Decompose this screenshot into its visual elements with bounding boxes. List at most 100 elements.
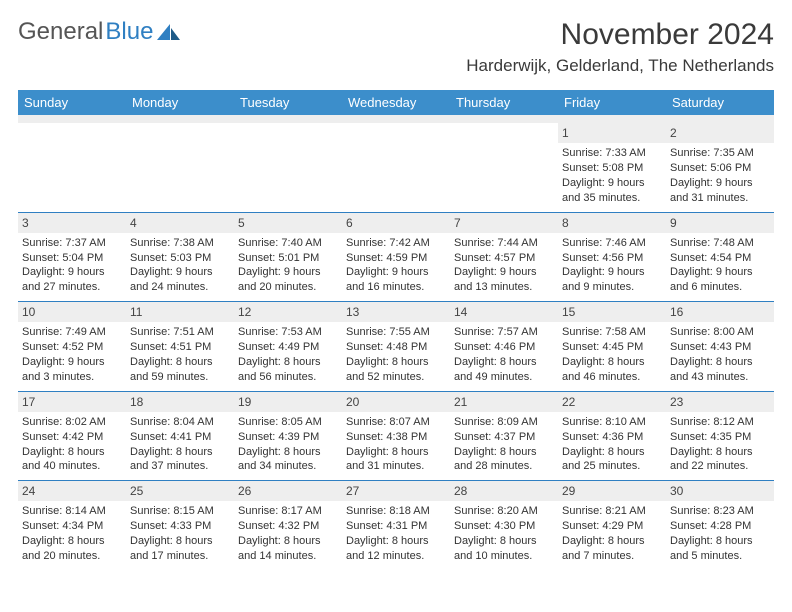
daylight-text: Daylight: 9 hours bbox=[22, 265, 122, 280]
sunset-text: Sunset: 4:37 PM bbox=[454, 430, 554, 445]
sunrise-text: Sunrise: 8:10 AM bbox=[562, 415, 662, 430]
day-number: 21 bbox=[450, 392, 558, 412]
daylight-text: Daylight: 9 hours bbox=[238, 265, 338, 280]
sunrise-text: Sunrise: 7:38 AM bbox=[130, 236, 230, 251]
day-cell: 24Sunrise: 8:14 AMSunset: 4:34 PMDayligh… bbox=[18, 481, 126, 570]
day-cell: 7Sunrise: 7:44 AMSunset: 4:57 PMDaylight… bbox=[450, 213, 558, 302]
sunset-text: Sunset: 4:36 PM bbox=[562, 430, 662, 445]
sunrise-text: Sunrise: 8:05 AM bbox=[238, 415, 338, 430]
daylight-text: Daylight: 9 hours bbox=[670, 265, 770, 280]
sunrise-text: Sunrise: 8:04 AM bbox=[130, 415, 230, 430]
day-number: 7 bbox=[450, 213, 558, 233]
brand-logo: GeneralBlue bbox=[18, 18, 181, 46]
day-cell: 27Sunrise: 8:18 AMSunset: 4:31 PMDayligh… bbox=[342, 481, 450, 570]
header: GeneralBlue November 2024 Harderwijk, Ge… bbox=[18, 18, 774, 76]
sunset-text: Sunset: 4:46 PM bbox=[454, 340, 554, 355]
daylight-text: and 43 minutes. bbox=[670, 370, 770, 385]
daylight-text: and 40 minutes. bbox=[22, 459, 122, 474]
daylight-text: and 6 minutes. bbox=[670, 280, 770, 295]
daylight-text: and 52 minutes. bbox=[346, 370, 446, 385]
day-number: 30 bbox=[666, 481, 774, 501]
daylight-text: Daylight: 8 hours bbox=[670, 445, 770, 460]
day-number: 23 bbox=[666, 392, 774, 412]
sunset-text: Sunset: 5:08 PM bbox=[562, 161, 662, 176]
sunrise-text: Sunrise: 7:44 AM bbox=[454, 236, 554, 251]
sunset-text: Sunset: 4:31 PM bbox=[346, 519, 446, 534]
sunrise-text: Sunrise: 7:37 AM bbox=[22, 236, 122, 251]
day-cell: 3Sunrise: 7:37 AMSunset: 5:04 PMDaylight… bbox=[18, 213, 126, 302]
day-number: 26 bbox=[234, 481, 342, 501]
day-number: 19 bbox=[234, 392, 342, 412]
sunset-text: Sunset: 4:30 PM bbox=[454, 519, 554, 534]
daylight-text: Daylight: 9 hours bbox=[670, 176, 770, 191]
daylight-text: and 56 minutes. bbox=[238, 370, 338, 385]
daylight-text: and 10 minutes. bbox=[454, 549, 554, 564]
daylight-text: Daylight: 9 hours bbox=[562, 265, 662, 280]
daylight-text: and 20 minutes. bbox=[238, 280, 338, 295]
daylight-text: and 16 minutes. bbox=[346, 280, 446, 295]
day-cell: 17Sunrise: 8:02 AMSunset: 4:42 PMDayligh… bbox=[18, 392, 126, 481]
sunrise-text: Sunrise: 8:23 AM bbox=[670, 504, 770, 519]
daylight-text: Daylight: 9 hours bbox=[346, 265, 446, 280]
sunrise-text: Sunrise: 8:21 AM bbox=[562, 504, 662, 519]
weekday-header: Saturday bbox=[666, 90, 774, 115]
sunset-text: Sunset: 4:42 PM bbox=[22, 430, 122, 445]
day-cell: 4Sunrise: 7:38 AMSunset: 5:03 PMDaylight… bbox=[126, 213, 234, 302]
day-cell: 20Sunrise: 8:07 AMSunset: 4:38 PMDayligh… bbox=[342, 392, 450, 481]
spacer bbox=[18, 115, 774, 123]
sunset-text: Sunset: 4:43 PM bbox=[670, 340, 770, 355]
sunrise-text: Sunrise: 8:00 AM bbox=[670, 325, 770, 340]
day-cell: 14Sunrise: 7:57 AMSunset: 4:46 PMDayligh… bbox=[450, 302, 558, 391]
daylight-text: Daylight: 8 hours bbox=[22, 534, 122, 549]
daylight-text: and 31 minutes. bbox=[346, 459, 446, 474]
sunset-text: Sunset: 4:52 PM bbox=[22, 340, 122, 355]
daylight-text: Daylight: 8 hours bbox=[238, 355, 338, 370]
sunrise-text: Sunrise: 8:07 AM bbox=[346, 415, 446, 430]
sunrise-text: Sunrise: 7:42 AM bbox=[346, 236, 446, 251]
sunrise-text: Sunrise: 8:09 AM bbox=[454, 415, 554, 430]
sunset-text: Sunset: 4:45 PM bbox=[562, 340, 662, 355]
day-number: 25 bbox=[126, 481, 234, 501]
weekday-header: Sunday bbox=[18, 90, 126, 115]
sunrise-text: Sunrise: 7:57 AM bbox=[454, 325, 554, 340]
daylight-text: Daylight: 8 hours bbox=[238, 445, 338, 460]
daylight-text: Daylight: 8 hours bbox=[130, 534, 230, 549]
sunrise-text: Sunrise: 7:33 AM bbox=[562, 146, 662, 161]
day-cell: 9Sunrise: 7:48 AMSunset: 4:54 PMDaylight… bbox=[666, 213, 774, 302]
day-number: 5 bbox=[234, 213, 342, 233]
daylight-text: and 28 minutes. bbox=[454, 459, 554, 474]
day-cell: 28Sunrise: 8:20 AMSunset: 4:30 PMDayligh… bbox=[450, 481, 558, 570]
sunset-text: Sunset: 4:28 PM bbox=[670, 519, 770, 534]
day-number: 24 bbox=[18, 481, 126, 501]
day-number: 29 bbox=[558, 481, 666, 501]
weekday-header: Tuesday bbox=[234, 90, 342, 115]
day-number: 1 bbox=[558, 123, 666, 143]
daylight-text: and 9 minutes. bbox=[562, 280, 662, 295]
sunrise-text: Sunrise: 8:17 AM bbox=[238, 504, 338, 519]
daylight-text: and 59 minutes. bbox=[130, 370, 230, 385]
day-number: 27 bbox=[342, 481, 450, 501]
daylight-text: Daylight: 8 hours bbox=[562, 355, 662, 370]
sunset-text: Sunset: 4:51 PM bbox=[130, 340, 230, 355]
month-title: November 2024 bbox=[466, 18, 774, 52]
daylight-text: Daylight: 8 hours bbox=[562, 445, 662, 460]
daylight-text: Daylight: 8 hours bbox=[346, 355, 446, 370]
sunrise-text: Sunrise: 7:49 AM bbox=[22, 325, 122, 340]
daylight-text: and 17 minutes. bbox=[130, 549, 230, 564]
day-number: 22 bbox=[558, 392, 666, 412]
sunrise-text: Sunrise: 7:55 AM bbox=[346, 325, 446, 340]
weekday-header: Monday bbox=[126, 90, 234, 115]
daylight-text: Daylight: 9 hours bbox=[22, 355, 122, 370]
sunset-text: Sunset: 4:39 PM bbox=[238, 430, 338, 445]
day-number: 2 bbox=[666, 123, 774, 143]
brand-part1: General bbox=[18, 18, 103, 46]
weekday-header: Thursday bbox=[450, 90, 558, 115]
day-cell: 18Sunrise: 8:04 AMSunset: 4:41 PMDayligh… bbox=[126, 392, 234, 481]
daylight-text: and 3 minutes. bbox=[22, 370, 122, 385]
calendar: Sunday Monday Tuesday Wednesday Thursday… bbox=[18, 90, 774, 570]
day-number: 28 bbox=[450, 481, 558, 501]
daylight-text: Daylight: 8 hours bbox=[22, 445, 122, 460]
day-number: 6 bbox=[342, 213, 450, 233]
weekday-header: Wednesday bbox=[342, 90, 450, 115]
sunrise-text: Sunrise: 8:14 AM bbox=[22, 504, 122, 519]
